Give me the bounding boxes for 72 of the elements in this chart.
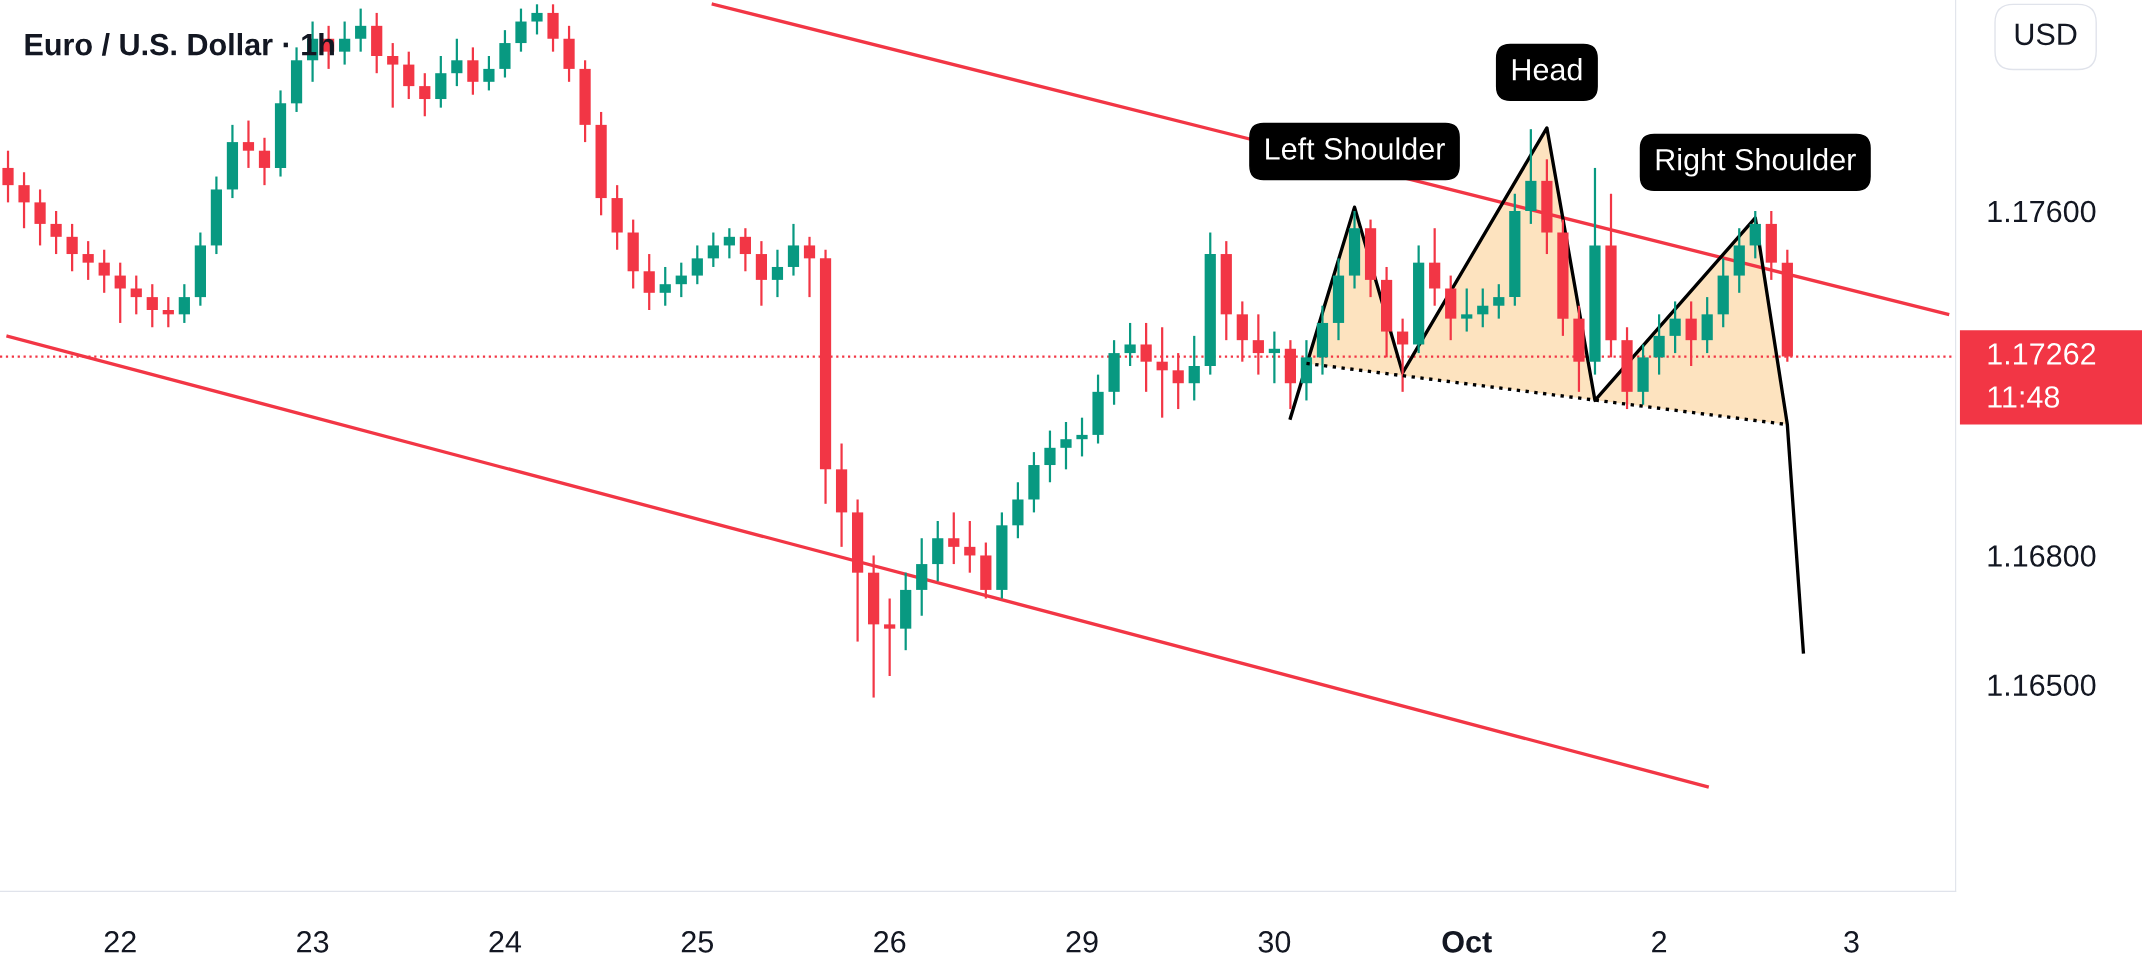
y-tick-label: 1.16500 [1988, 674, 2096, 697]
x-tick-label: 29 [1066, 931, 1098, 953]
candlestick [18, 171, 30, 230]
x-tick-label: 22 [104, 931, 136, 953]
candlestick [771, 248, 784, 299]
annotation: Left Shoulder [1266, 137, 1445, 160]
x-tick-label: 3 [1844, 931, 1859, 953]
candlestick [1188, 334, 1200, 402]
candlestick [2, 149, 14, 204]
candlestick [130, 274, 142, 316]
candlestick [1461, 287, 1473, 333]
candlestick [787, 222, 800, 277]
x-tick-label: Oct [1442, 931, 1492, 953]
candlestick [1685, 300, 1697, 368]
candlestick [739, 227, 751, 273]
x-tick-label: 2 [1652, 931, 1667, 953]
candlestick [1493, 283, 1505, 320]
candlestick [1076, 416, 1088, 458]
annotation: Right Shoulder [1656, 148, 1856, 177]
candlestick [34, 188, 46, 247]
text: 11:48 [1988, 386, 2060, 408]
candlestick [50, 209, 62, 256]
candlestick [659, 265, 671, 307]
annotation: Head [1512, 58, 1582, 81]
candlestick [178, 283, 190, 325]
candlestick [1749, 209, 1761, 260]
x-tick-label: 23 [297, 931, 329, 953]
candlestick [162, 296, 174, 329]
candlestick [1669, 300, 1681, 355]
x-tick-label: 25 [681, 931, 714, 953]
candlestick [964, 519, 976, 574]
candlestick [691, 244, 703, 286]
candlestick [339, 20, 351, 66]
candlestick [146, 283, 158, 329]
candlestick [707, 231, 719, 269]
candlestick [98, 248, 110, 294]
candlestick [515, 7, 527, 53]
candlestick [419, 72, 431, 118]
ref-line-label: 1.17262 [1988, 343, 2096, 365]
candlestick [467, 46, 479, 96]
candlestick [803, 235, 816, 299]
candlestick [387, 41, 399, 109]
candlestick [723, 227, 735, 260]
candlestick [531, 3, 543, 36]
candlestick [355, 7, 367, 53]
candlestick [242, 119, 255, 170]
candlestick [675, 261, 687, 299]
text: Euro / U.S. Dollar · 1h [25, 33, 334, 56]
y-tick-label: 1.17600 [1988, 200, 2096, 223]
text: USD [2015, 23, 2077, 46]
candlestick [1140, 321, 1152, 393]
candlestick [82, 240, 94, 281]
x-tick-label: 26 [874, 931, 906, 953]
candlestick [1397, 317, 1409, 393]
candlestick [1477, 287, 1489, 329]
candlestick [1124, 321, 1136, 368]
candlestick [451, 37, 463, 88]
candlestick [483, 54, 495, 92]
y-tick-label: 1.16800 [1988, 545, 2096, 567]
candlestick [66, 222, 78, 273]
candlestick [1653, 313, 1665, 376]
candlestick [643, 252, 655, 312]
x-tick-label: 30 [1258, 931, 1291, 953]
candlestick [884, 597, 896, 678]
candlestick [1044, 429, 1056, 484]
candlestick [1060, 420, 1072, 471]
candlestick [114, 261, 126, 325]
candlestick [258, 136, 271, 187]
candlestick [948, 511, 960, 566]
x-tick-label: 24 [489, 931, 522, 953]
candlestick [403, 50, 415, 101]
candlestick [1268, 330, 1280, 385]
